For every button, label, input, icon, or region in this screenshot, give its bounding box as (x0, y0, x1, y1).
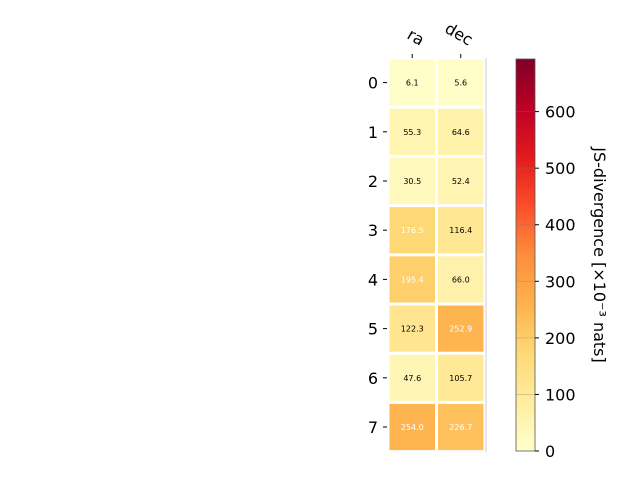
heatmap-cell (438, 256, 484, 303)
colorbar-tick-label: 300 (545, 272, 576, 291)
cell-value-label: 116.4 (449, 226, 472, 235)
colorbar-tick-label: 600 (545, 103, 576, 122)
cell-value-label: 52.4 (452, 177, 470, 186)
heatmap-cell (389, 354, 435, 401)
row-label: 0 (368, 74, 378, 93)
colorbar-gradient (515, 58, 536, 452)
row-labels: 0 1 2 3 4 5 6 7 (368, 74, 387, 437)
column-label: ra (404, 25, 428, 50)
cell-value-label: 122.3 (401, 325, 424, 334)
heatmap-cell (389, 256, 435, 303)
cell-value-label: 30.5 (403, 177, 421, 186)
heatmap-grid: 6.1 5.6 55.3 64.6 30.5 52.4 176.5 116.4 195.4 66.… (389, 58, 487, 452)
row-label: 1 (368, 123, 378, 142)
colorbar-tick-label: 400 (545, 216, 576, 235)
heatmap-cell (438, 305, 484, 352)
colorbar-label: JS-divergence [×10⁻³ nats] (590, 146, 609, 362)
row-label: 4 (368, 270, 378, 289)
row-label: 3 (368, 221, 378, 240)
colorbar-tick-label: 500 (545, 159, 576, 178)
cell-value-label: 252.9 (449, 325, 472, 334)
colorbar: 0 100 200 300 400 500 600 JS-divergence [×10⁻³… (515, 58, 609, 461)
cell-value-label: 176.5 (401, 226, 424, 235)
cell-value-label: 254.0 (401, 423, 424, 432)
heatmap-cell (389, 403, 435, 451)
colorbar-tick-label: 0 (545, 442, 555, 461)
cell-value-label: 5.6 (454, 79, 467, 88)
heatmap-cell (438, 403, 484, 451)
row-label: 2 (368, 172, 378, 191)
cell-value-label: 226.7 (449, 423, 472, 432)
heatmap-cell (389, 108, 435, 155)
heatmap-cell (438, 108, 484, 155)
heatmap-cell (438, 157, 484, 205)
colorbar-ticks: 0 100 200 300 400 500 600 (516, 103, 576, 461)
heatmap-cell (389, 207, 435, 254)
row-label: 5 (368, 320, 378, 339)
colorbar-tick-label: 100 (545, 385, 576, 404)
row-label: 7 (368, 418, 378, 437)
row-label: 6 (368, 369, 378, 388)
heatmap-cell (438, 59, 484, 106)
heatmap-cell (389, 305, 435, 352)
column-label: dec (442, 19, 476, 50)
cell-value-label: 105.7 (449, 374, 472, 383)
cell-value-label: 47.6 (403, 374, 421, 383)
column-labels: ra dec (404, 19, 476, 58)
cell-value-label: 195.4 (401, 275, 424, 284)
colorbar-tick-label: 200 (545, 329, 576, 348)
cell-value-label: 6.1 (406, 79, 419, 88)
heatmap-cell (389, 157, 435, 205)
heatmap-cell (438, 354, 484, 401)
cell-value-label: 66.0 (452, 275, 470, 284)
cell-value-label: 55.3 (403, 128, 421, 137)
cell-value-label: 64.6 (452, 128, 470, 137)
heatmap-cell (438, 207, 484, 254)
heatmap-cell (389, 59, 435, 106)
